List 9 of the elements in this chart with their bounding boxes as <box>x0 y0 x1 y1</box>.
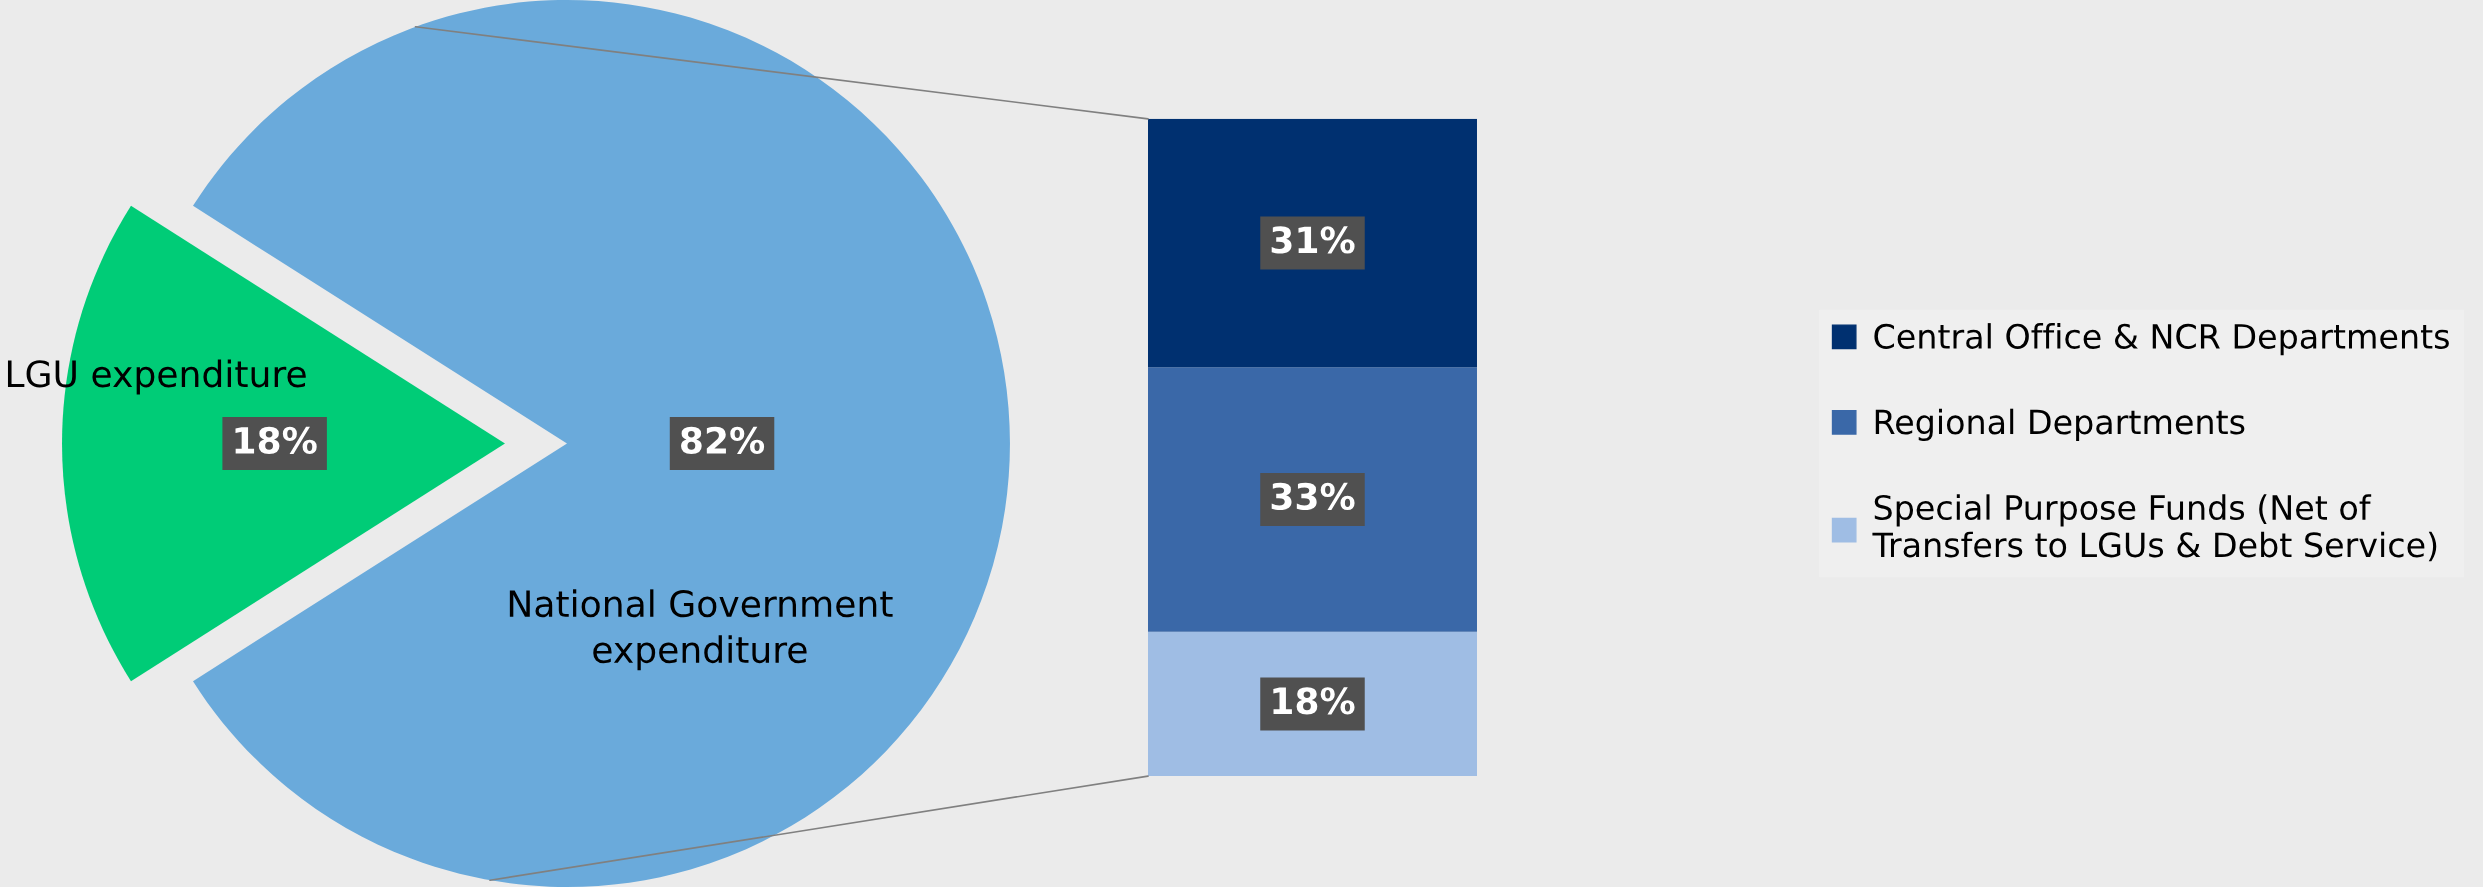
legend-label: Regional Departments <box>1875 408 2245 441</box>
legend-label: Special Purpose Funds (Net of Transfers to LGUs & Debt Service) <box>1872 494 2437 562</box>
slice-label: National Government expenditure <box>509 589 893 671</box>
data-label: 82% <box>681 426 765 454</box>
data-label: 18% <box>1273 687 1355 715</box>
data-label: 33% <box>1271 482 1355 511</box>
legend-label: Central Office & NCR Departments <box>1874 323 2449 356</box>
data-label: 31% <box>1271 226 1355 254</box>
data-label: 18% <box>235 426 317 454</box>
